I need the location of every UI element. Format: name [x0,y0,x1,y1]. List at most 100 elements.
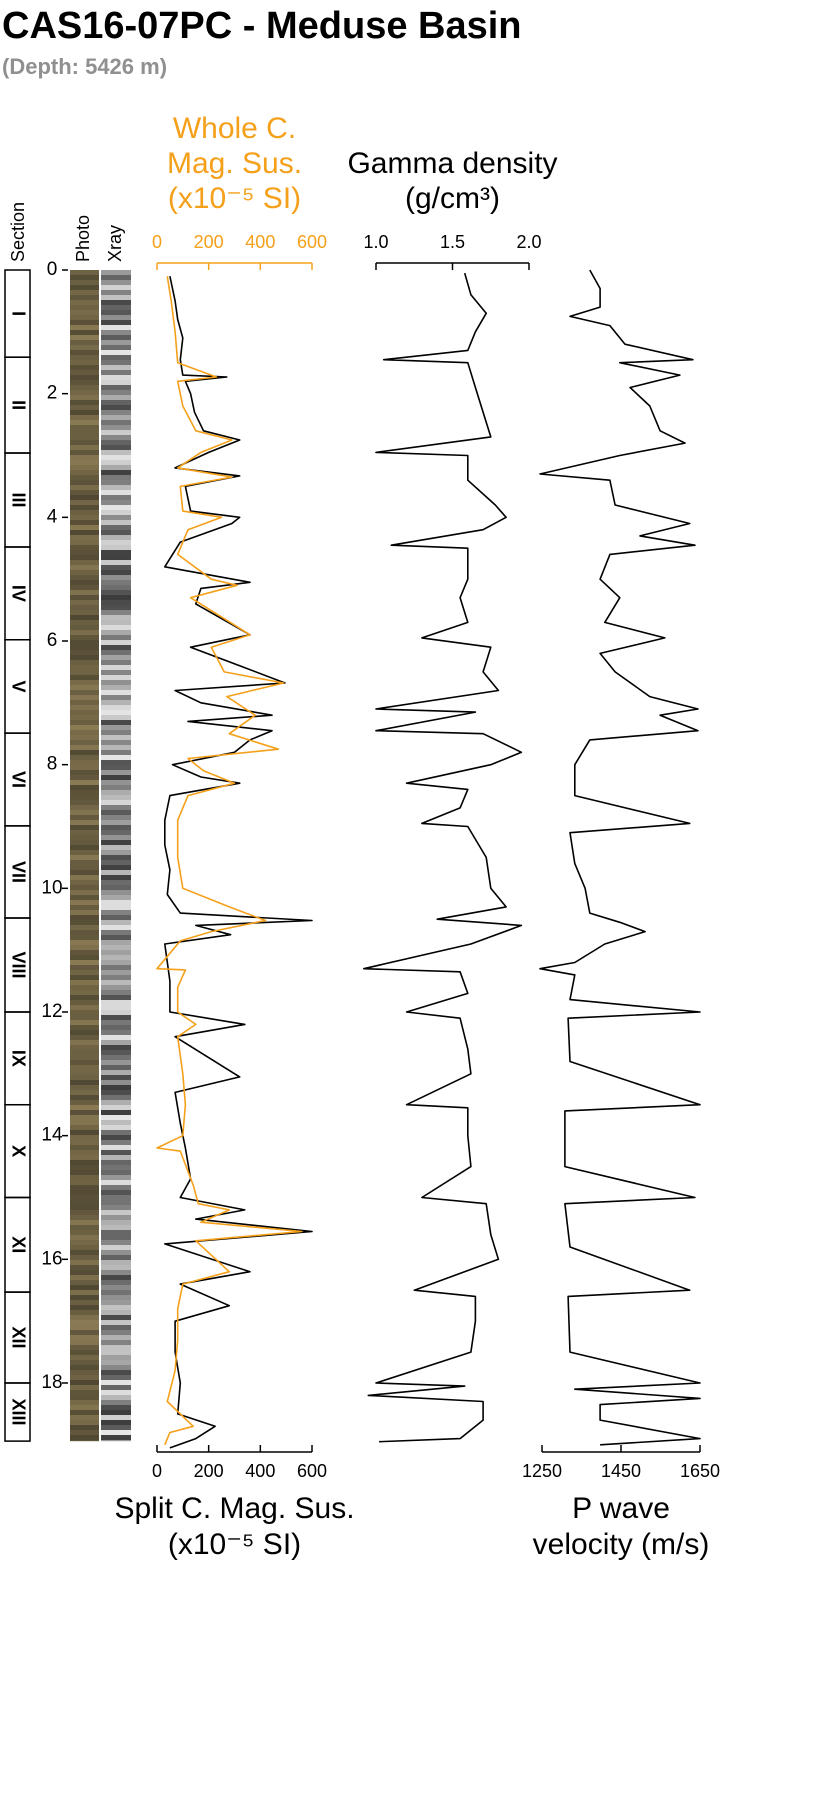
xray-stripe [101,1180,131,1185]
xray-stripe [101,455,131,460]
photo-stripe [70,1380,99,1385]
photo-stripe [70,1065,99,1070]
xray-stripe [101,305,131,310]
xray-stripe [101,655,131,660]
photo-stripe [70,745,99,750]
photo-stripe [70,1120,99,1125]
photo-stripe [70,565,99,570]
xray-stripe [101,760,131,765]
xray-stripe [101,410,131,415]
data-line [539,269,701,1446]
xray-stripe [101,690,131,695]
xray-stripe [101,1440,131,1442]
photo-stripe [70,485,99,490]
xray-stripe [101,850,131,855]
depth-tick-label: 12 [41,1001,62,1022]
photo-stripe [70,295,99,300]
xray-stripe [101,395,131,400]
photo-stripe [70,330,99,335]
axis-title: Mag. Sus. [167,147,302,180]
photo-stripe [70,1040,99,1045]
photo-stripe [70,1140,99,1145]
xray-stripe [101,385,131,390]
photo-stripe [70,695,99,700]
photo-stripe [70,1110,99,1115]
photo-stripe [70,985,99,990]
xray-stripe [101,785,131,790]
xray-stripe [101,770,131,775]
xray-stripe [101,1195,131,1200]
xray-stripe [101,1230,131,1235]
photo-stripe [70,1125,99,1130]
xray-stripe [101,920,131,925]
xray-stripe [101,1400,131,1405]
depth-tick-label: 0 [47,259,58,280]
xray-stripe [101,380,131,385]
xray-stripe [101,390,131,395]
xray-stripe [101,1240,131,1245]
xray-stripe [101,430,131,435]
xray-stripe [101,615,131,620]
photo-stripe [70,1005,99,1010]
photo-stripe [70,750,99,755]
photo-stripe [70,545,99,550]
photo-stripe [70,590,99,595]
xray-stripe [101,970,131,975]
xray-stripe [101,450,131,455]
photo-stripe [70,1230,99,1235]
photo-stripe [70,950,99,955]
xray-stripe [101,1250,131,1255]
photo-stripe [70,595,99,600]
photo-stripe [70,1260,99,1265]
xray-stripe [101,480,131,485]
depth-tick-label: 6 [47,630,58,651]
xray-stripe [101,790,131,795]
photo-stripe [70,530,99,535]
xray-stripe [101,910,131,915]
photo-stripe [70,505,99,510]
xray-stripe [101,665,131,670]
photo-stripe [70,1415,99,1420]
xray-stripe [101,1375,131,1380]
photo-stripe [70,845,99,850]
xray-stripe [101,1055,131,1060]
photo-stripe [70,775,99,780]
photo-stripe [70,435,99,440]
photo-stripe [70,835,99,840]
photo-stripe [70,370,99,375]
photo-stripe [70,650,99,655]
xray-stripe [101,1005,131,1010]
xray-stripe [101,1040,131,1045]
photo-stripe [70,715,99,720]
xray-stripe [101,895,131,900]
photo-stripe [70,270,99,275]
xray-stripe [101,955,131,960]
xray-stripe [101,285,131,290]
xray-stripe [101,815,131,820]
photo-stripe [70,705,99,710]
xray-stripe [101,605,131,610]
photo-stripe [70,1345,99,1350]
xray-stripe [101,440,131,445]
xray-stripe [101,1050,131,1055]
xray-stripe [101,1345,131,1350]
xray-stripe [101,875,131,880]
photo-stripe [70,1035,99,1040]
photo-stripe [70,1300,99,1305]
photo-stripe [70,735,99,740]
photo-stripe [70,490,99,495]
axis-title: velocity (m/s) [533,1528,710,1561]
photo-stripe [70,665,99,670]
photo-stripe [70,310,99,315]
xray-stripe [101,510,131,515]
xray-stripe [101,1030,131,1035]
photo-stripe [70,905,99,910]
photo-stripe [70,710,99,715]
x-tick-label: 200 [194,232,224,252]
xray-stripe [101,565,131,570]
xray-stripe [101,495,131,500]
xray-stripe [101,1025,131,1030]
photo-stripe [70,975,99,980]
photo-stripe [70,1420,99,1425]
